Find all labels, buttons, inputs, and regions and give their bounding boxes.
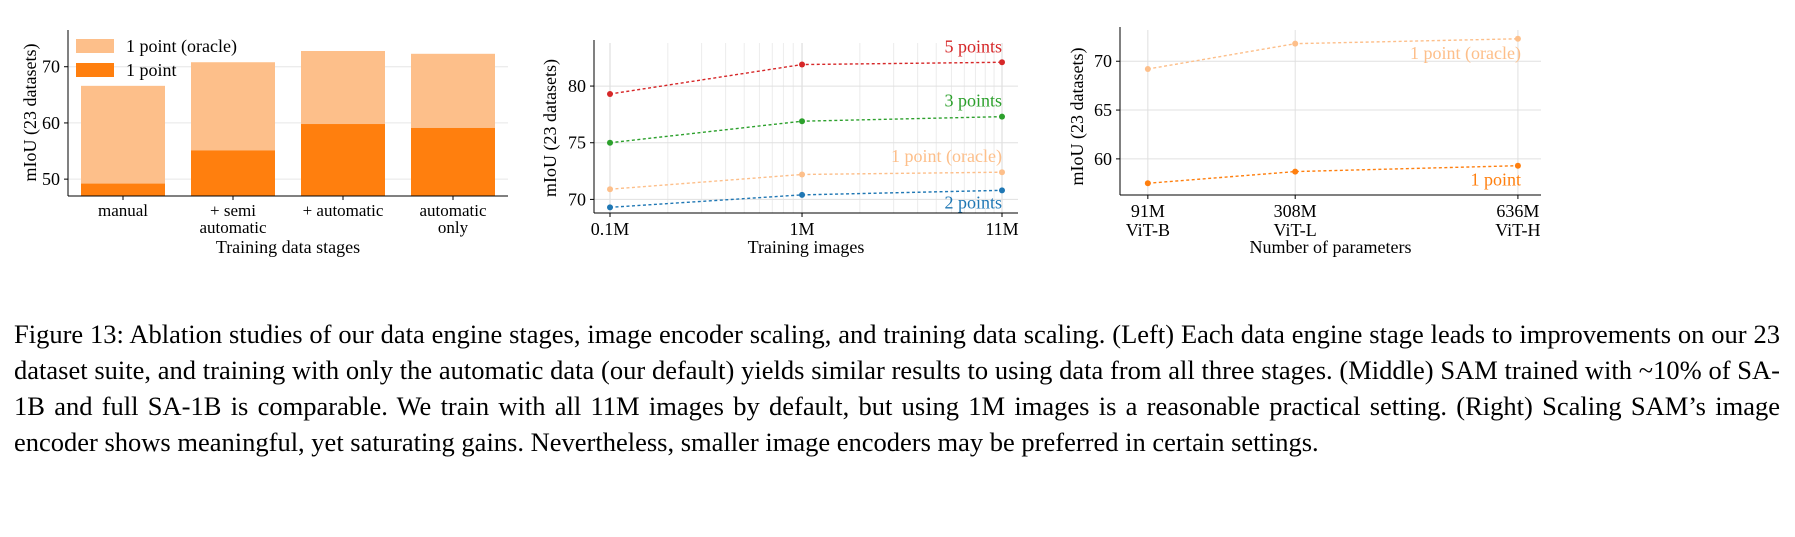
- legend-label: 1 point (oracle): [126, 36, 237, 57]
- y-tick-label: 60: [42, 113, 60, 133]
- series-line: [609, 171, 1003, 190]
- legend-swatch: [76, 39, 114, 53]
- series-label: 2 points: [944, 192, 1002, 212]
- series-line: [609, 189, 1003, 209]
- x-tick-label: 11M: [985, 219, 1018, 239]
- x-tick-label: ViT-L: [1274, 220, 1317, 240]
- data-point: [1144, 66, 1151, 73]
- data-point: [799, 61, 806, 68]
- x-axis-label: Training data stages: [216, 237, 360, 257]
- series-line: [1147, 165, 1518, 184]
- x-axis-label: Number of parameters: [1250, 237, 1412, 257]
- x-tick-label: 1M: [790, 219, 815, 239]
- data-point: [999, 169, 1005, 176]
- y-axis-label: mIoU (23 datasets): [1067, 48, 1088, 186]
- data-point: [999, 59, 1005, 66]
- series-label: 1 point (oracle): [891, 146, 1002, 167]
- x-tick-label: 0.1M: [591, 219, 630, 239]
- series-line: [609, 115, 1003, 144]
- y-axis-label: mIoU (23 datasets): [540, 59, 561, 197]
- x-tick-label: 308M: [1274, 201, 1317, 221]
- legend-swatch: [76, 63, 114, 77]
- x-tick-label: automatic: [199, 218, 266, 237]
- data-point: [1514, 35, 1521, 42]
- bar-1-point: [81, 183, 165, 196]
- bar-1-point: [301, 124, 385, 196]
- data-point: [799, 191, 806, 198]
- y-tick-label: 70: [568, 189, 586, 209]
- training-images-line-chart: 5 points 3 points 1 point (oracle) 2 points…: [540, 36, 1019, 257]
- x-tick-label: ViT-B: [1126, 220, 1170, 240]
- data-point: [799, 118, 806, 125]
- data-point: [607, 91, 613, 97]
- x-tick-label: ViT-H: [1495, 220, 1540, 240]
- y-tick-label: 75: [568, 133, 586, 153]
- y-axis-label: mIoU (23 datasets): [20, 44, 41, 182]
- legend-label: 1 point: [126, 60, 177, 80]
- x-tick-label: + automatic: [303, 201, 384, 220]
- y-tick-label: 50: [42, 169, 60, 189]
- data-point: [1292, 168, 1299, 175]
- x-tick-label: 91M: [1131, 201, 1165, 221]
- y-tick-label: 80: [568, 76, 586, 96]
- data-point: [607, 139, 613, 146]
- bar-1-point: [191, 150, 275, 196]
- figure-caption: Figure 13: Ablation studies of our data …: [14, 319, 1780, 457]
- y-tick-label: 60: [1094, 149, 1112, 169]
- data-point: [999, 113, 1005, 120]
- series-label: 1 point: [1470, 170, 1521, 190]
- x-tick-label: automatic: [419, 201, 486, 220]
- data-point: [1514, 162, 1521, 169]
- x-axis-label: Training images: [748, 237, 865, 257]
- data-point: [607, 186, 613, 193]
- data-point: [1144, 180, 1151, 187]
- bar-1-point: [411, 127, 495, 196]
- data-point: [1292, 40, 1299, 47]
- data-point: [999, 187, 1005, 194]
- x-tick-label: manual: [98, 201, 148, 220]
- bar-1-point-oracle-: [81, 85, 165, 196]
- data-point: [799, 171, 806, 178]
- series-line: [609, 61, 1003, 95]
- series-label: 5 points: [944, 36, 1002, 56]
- x-tick-label: + semi: [210, 201, 256, 220]
- data-point: [607, 204, 613, 211]
- x-tick-label: 636M: [1496, 201, 1539, 221]
- series-label: 1 point (oracle): [1410, 43, 1521, 64]
- y-tick-label: 70: [1094, 51, 1112, 71]
- x-tick-label: only: [438, 218, 469, 237]
- y-tick-label: 65: [1094, 100, 1112, 120]
- series-label: 3 points: [944, 91, 1002, 111]
- y-tick-label: 70: [42, 57, 60, 77]
